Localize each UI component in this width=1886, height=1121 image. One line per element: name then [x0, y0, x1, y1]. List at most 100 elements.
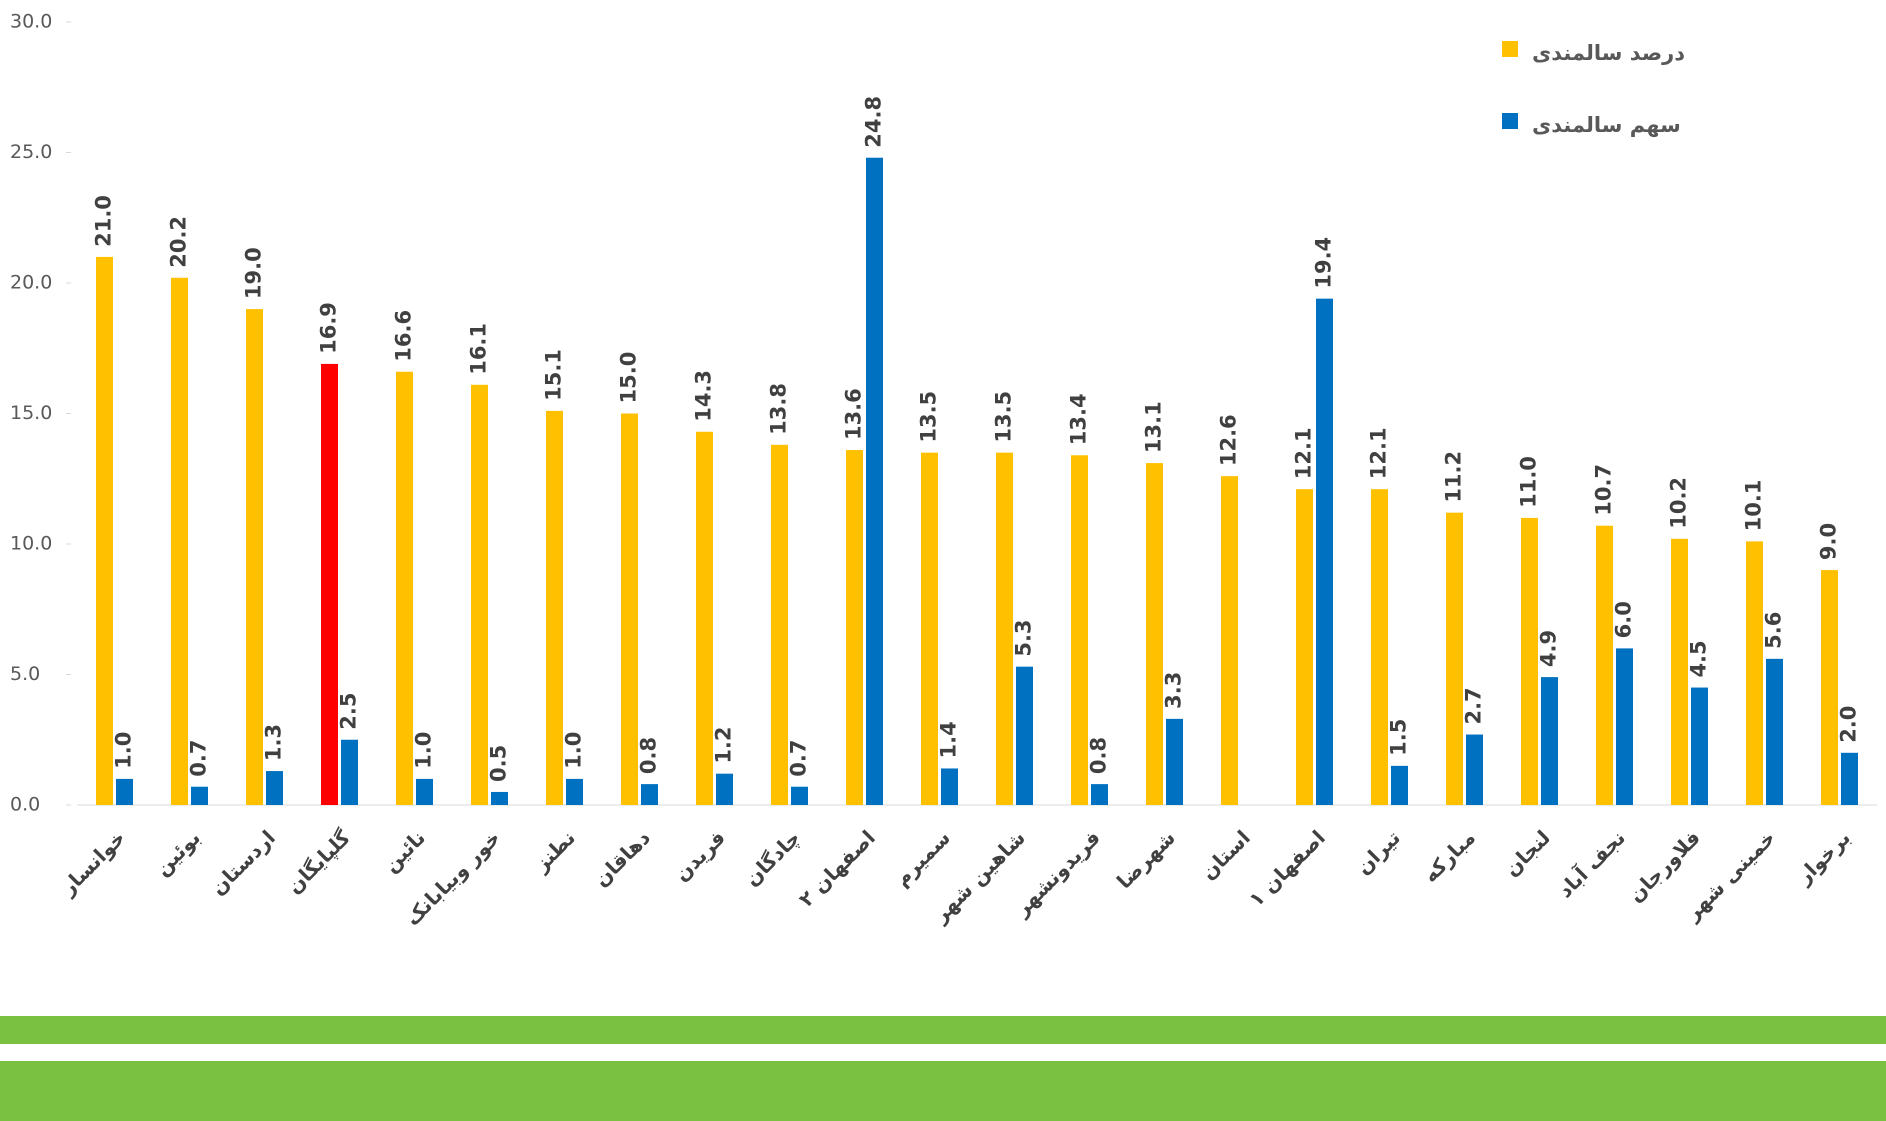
bar	[171, 277, 188, 805]
bar	[1091, 784, 1108, 805]
data-label: 0.8	[1087, 737, 1111, 774]
data-label: 0.7	[187, 740, 211, 777]
bar	[941, 768, 958, 805]
data-label: 1.5	[1387, 719, 1411, 756]
bar	[1616, 648, 1633, 805]
bar	[1221, 476, 1238, 805]
bar	[921, 452, 938, 805]
x-tick-label: نائین	[379, 825, 430, 876]
data-label: 13.5	[992, 391, 1016, 443]
bar	[716, 773, 733, 805]
bar	[1746, 541, 1763, 805]
data-label: 19.4	[1312, 237, 1336, 289]
data-label: 12.1	[1292, 427, 1316, 479]
bar	[696, 431, 713, 805]
x-tick-label: اردستان	[206, 825, 280, 899]
data-label: 10.1	[1742, 480, 1766, 532]
bar	[1466, 734, 1483, 805]
x-tick-label: نطنز	[529, 825, 580, 876]
y-tick-label: 15.0	[10, 402, 52, 424]
legend-label: درصد سالمندی	[1532, 41, 1685, 65]
data-label: 1.0	[412, 732, 436, 769]
bar	[246, 309, 263, 805]
y-tick-label: 0.0	[10, 794, 40, 816]
data-label: 1.2	[712, 726, 736, 763]
bar	[866, 157, 883, 806]
bar	[1071, 455, 1088, 805]
track-stripe	[0, 1061, 1886, 1121]
bar	[1821, 570, 1838, 805]
data-label: 24.8	[862, 96, 886, 148]
data-label: 13.5	[917, 391, 941, 443]
y-tick-label: 5.0	[10, 663, 40, 685]
bar	[96, 256, 113, 805]
x-tick-label: اصفهان ۲	[794, 825, 880, 911]
x-tick-label: فریدن	[669, 825, 730, 886]
bar	[641, 784, 658, 805]
data-label: 19.0	[242, 247, 266, 299]
bar	[1166, 718, 1183, 805]
data-label: 6.0	[1612, 601, 1636, 638]
legend-swatch	[1502, 41, 1518, 57]
data-label: 13.4	[1067, 393, 1091, 445]
data-label: 3.3	[1162, 672, 1186, 709]
track-stripe	[0, 1016, 1886, 1044]
data-label: 16.1	[467, 323, 491, 375]
data-label: 11.0	[1517, 456, 1541, 508]
data-label: 11.2	[1442, 451, 1466, 503]
data-label: 1.3	[262, 724, 286, 761]
bar	[771, 444, 788, 805]
bar	[1766, 658, 1783, 805]
bar	[1371, 489, 1388, 805]
data-label: 10.2	[1667, 477, 1691, 529]
bar	[1841, 752, 1858, 805]
data-label: 1.0	[562, 732, 586, 769]
bar	[1146, 463, 1163, 805]
bar	[321, 363, 338, 805]
bar	[1296, 489, 1313, 805]
data-label: 15.1	[542, 349, 566, 401]
data-label: 2.5	[337, 693, 361, 730]
bar	[396, 371, 413, 805]
x-tick-label: چادگان	[740, 825, 806, 891]
data-label: 2.7	[1462, 687, 1486, 724]
bar	[1671, 538, 1688, 805]
data-label: 16.6	[392, 310, 416, 362]
bar	[266, 771, 283, 805]
bar	[1446, 512, 1463, 805]
data-label: 21.0	[92, 195, 116, 247]
bar	[416, 778, 433, 805]
y-tick-label: 10.0	[10, 533, 52, 555]
data-label: 0.8	[637, 737, 661, 774]
x-tick-label: سمیرم	[890, 825, 955, 890]
x-tick-label: خوانسار	[55, 825, 130, 900]
data-label: 9.0	[1817, 523, 1841, 560]
data-label: 5.3	[1012, 619, 1036, 656]
data-label: 14.3	[692, 370, 716, 422]
x-tick-label: لنجان	[1499, 825, 1555, 881]
data-label: 1.0	[112, 732, 136, 769]
bar	[996, 452, 1013, 805]
data-label: 10.7	[1592, 464, 1616, 516]
bar	[1541, 677, 1558, 805]
bar	[1691, 687, 1708, 805]
bar	[1016, 666, 1033, 805]
bar	[1596, 525, 1613, 805]
legend-label: سهم سالمندی	[1532, 113, 1681, 137]
x-tick-label: گلپایگان	[282, 825, 356, 899]
bar	[1391, 765, 1408, 805]
x-tick-label: بوئین	[150, 825, 205, 880]
data-label: 12.1	[1367, 427, 1391, 479]
legend-swatch	[1502, 113, 1518, 129]
data-label: 5.6	[1762, 612, 1786, 649]
data-label: 4.9	[1537, 630, 1561, 667]
y-tick-label: 30.0	[10, 11, 52, 33]
x-tick-label: شهرضا	[1112, 825, 1180, 893]
x-tick-label: دهاقان	[589, 825, 655, 891]
bar	[621, 413, 638, 805]
data-label: 13.6	[842, 388, 866, 440]
data-label: 1.4	[937, 721, 961, 758]
data-label: 13.1	[1142, 401, 1166, 453]
x-tick-label: استان	[1196, 825, 1255, 884]
